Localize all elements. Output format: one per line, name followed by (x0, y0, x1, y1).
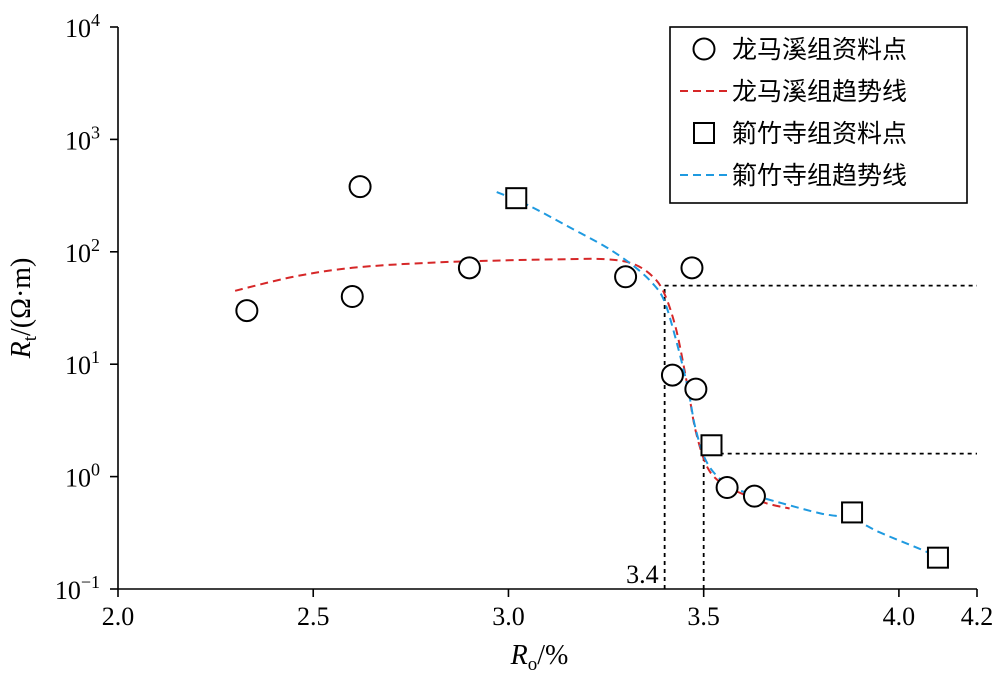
square-point (841, 501, 864, 524)
x-tick-label: 4.2 (961, 602, 994, 631)
x-axis-title: Ro/% (510, 640, 569, 675)
x-tick-label: 4.0 (883, 602, 916, 631)
trend-lines (234, 191, 947, 562)
square-point (700, 434, 723, 457)
legend-label: 箣竹寺组资料点 (732, 119, 907, 148)
circle-point (680, 256, 704, 280)
circle-point (742, 484, 766, 508)
circle-point (614, 265, 638, 289)
circle-point (660, 363, 684, 387)
legend-label: 箣竹寺组趋势线 (732, 161, 907, 190)
circle-point (235, 299, 259, 323)
y-tick-label: 100 (65, 460, 100, 493)
y-tick-label: 102 (65, 235, 100, 268)
trend-line-2 (496, 191, 947, 562)
legend-label: 龙马溪组资料点 (732, 35, 907, 64)
x-tick-label: 3.0 (492, 602, 525, 631)
trend-line-1 (234, 257, 790, 510)
legend-circle-marker (692, 37, 716, 61)
y-tick-label: 104 (65, 10, 100, 43)
y-axis-title: Rt/(Ω·m) (6, 258, 41, 360)
circle-point (715, 475, 739, 499)
data-points (235, 175, 949, 569)
square-point (926, 546, 949, 569)
legend-box (669, 26, 968, 204)
circle-point (340, 285, 364, 309)
x-tick-label: 2.5 (297, 602, 330, 631)
legend-label: 龙马溪组趋势线 (732, 77, 907, 106)
legend-square-marker (693, 122, 715, 144)
y-tick-label: 103 (65, 122, 100, 155)
y-tick-label: 10−1 (55, 572, 100, 605)
annotations: 3.4 (626, 560, 659, 589)
axes: 2.0 2.5 3.0 3.5 4.0 4.2 104 103 102 101 100 10−1 Ro/… (6, 10, 993, 675)
x-tick-label: 3.5 (687, 602, 720, 631)
annotation-label: 3.4 (626, 560, 659, 589)
y-tick-label: 101 (65, 347, 100, 380)
square-point (505, 187, 528, 210)
circle-point (457, 256, 481, 280)
reference-lines (663, 284, 977, 589)
circle-point (348, 175, 372, 199)
x-tick-label: 2.0 (102, 602, 135, 631)
circle-point (684, 377, 708, 401)
